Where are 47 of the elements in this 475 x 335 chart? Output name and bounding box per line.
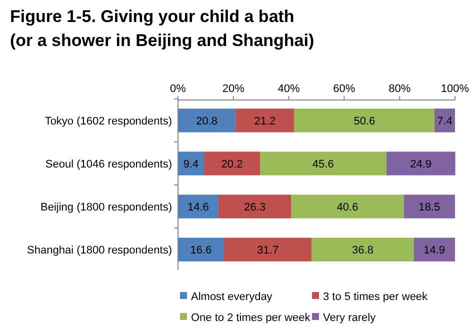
data-label: 20.2 — [221, 158, 243, 170]
bar — [434, 108, 455, 132]
bar — [260, 152, 386, 176]
y-tick-label: Shanghai (1800 respondents) — [27, 244, 172, 256]
data-label: 14.6 — [188, 201, 209, 214]
bar — [312, 238, 414, 262]
data-label: 24.9 — [410, 158, 432, 170]
y-tick-label: Seoul (1046 respondents) — [45, 158, 172, 170]
chart-title: Figure 1-5. Giving your child a bath (or a shower in Beijing and Shanghai) — [10, 7, 314, 50]
bar — [178, 194, 218, 218]
data-label: 40.6 — [336, 201, 358, 214]
data-label: 31.7 — [257, 244, 279, 256]
data-label: 45.6 — [312, 158, 334, 170]
bar — [404, 194, 455, 218]
data-label: 50.6 — [354, 115, 376, 128]
data-label: 7.4 — [437, 115, 452, 128]
x-tick-label: 60% — [333, 83, 356, 95]
bar — [294, 108, 434, 132]
x-tick-label: 40% — [278, 83, 300, 95]
bar — [178, 152, 204, 176]
data-label: 36.8 — [352, 244, 374, 256]
x-tick-label: 80% — [388, 83, 411, 95]
bar — [236, 108, 294, 132]
y-tick-label: Beijing (1800 respondents) — [40, 201, 172, 214]
bar — [414, 238, 455, 262]
bar — [204, 152, 260, 176]
bar — [291, 194, 404, 218]
data-label: 9.4 — [183, 158, 199, 170]
data-label: 26.3 — [244, 201, 266, 214]
bar — [178, 108, 236, 132]
bar — [386, 152, 456, 176]
x-tick-label: 0% — [170, 83, 186, 95]
data-label: 21.2 — [254, 115, 276, 128]
legend-label: One to 2 times per week — [191, 312, 311, 324]
legend-label: 3 to 5 times per week — [323, 290, 428, 303]
y-tick-label: Tokyo (1602 respondents) — [44, 115, 172, 128]
data-label: 18.5 — [418, 201, 440, 214]
data-label: 16.6 — [190, 244, 212, 256]
legend-label: Almost everyday — [191, 290, 273, 303]
bar — [178, 238, 224, 262]
bar — [224, 238, 312, 262]
x-tick-label: 20% — [222, 83, 245, 95]
data-label: 14.9 — [424, 244, 446, 256]
data-label: 20.8 — [196, 115, 218, 128]
bar — [218, 194, 292, 218]
x-tick-label: 100% — [440, 83, 470, 95]
legend-label: Very rarely — [323, 312, 376, 324]
